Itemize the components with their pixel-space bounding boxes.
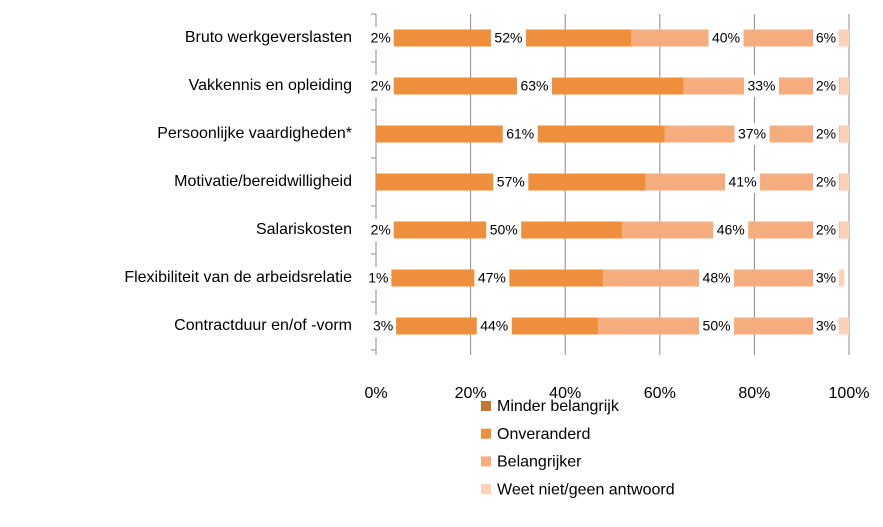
label-box [516,75,552,97]
data-label: 6% [816,30,836,46]
data-label: 50% [490,222,518,238]
label-box [490,27,526,49]
label-box [367,219,394,241]
y-tick-label: Motivatie/bereidwilligheid [174,173,352,190]
data-label: 63% [520,78,548,94]
data-label: 2% [816,222,836,238]
y-tick-label: Persoonlijke vaardigheden* [157,125,352,142]
label-box [813,171,839,193]
data-label: 2% [816,78,836,94]
label-box [734,123,770,145]
legend-label: Belangrijker [497,454,582,471]
label-box [713,219,749,241]
label-box [813,267,839,289]
legend-label: Weet niet/geen antwoord [497,481,675,498]
data-label: 3% [816,318,836,334]
bar-segment [839,173,849,191]
legend-swatch [481,484,491,495]
legend-label: Onveranderd [497,426,590,443]
bar-segment [839,77,849,95]
label-box [699,267,735,289]
data-label: 47% [478,270,506,286]
label-box [813,219,839,241]
data-label: 2% [816,174,836,190]
label-box [813,315,839,337]
data-label: 57% [497,174,525,190]
data-label: 3% [373,318,393,334]
data-label: 33% [747,78,775,94]
data-label: 2% [816,126,836,142]
data-label: 52% [494,30,522,46]
data-label: 3% [816,270,836,286]
label-box [493,171,529,193]
data-label: 1% [368,270,388,286]
x-tick-label: 0% [364,385,387,402]
data-label: 41% [729,174,757,190]
label-box [476,315,512,337]
x-tick-label: 40% [549,385,581,402]
data-label: 48% [703,270,731,286]
legend-label: Minder belangrijk [497,398,620,415]
label-box [367,75,394,97]
y-tick-label: Contractduur en/of -vorm [174,317,352,334]
bar-segment [839,125,849,143]
x-tick-label: 20% [455,385,487,402]
data-label: 2% [371,30,391,46]
label-box [813,123,839,145]
data-label: 2% [371,78,391,94]
label-box [474,267,510,289]
label-box [813,27,839,49]
legend-swatch [481,428,491,439]
label-box [743,75,779,97]
data-label: 40% [712,30,740,46]
y-tick-label: Salariskosten [256,221,352,238]
bar-segment [839,221,849,239]
label-box [699,315,735,337]
label-box [502,123,538,145]
y-tick-label: Flexibiliteit van de arbeidsrelatie [124,269,352,286]
x-tick-label: 80% [738,385,770,402]
data-label: 44% [480,318,508,334]
y-tick-label: Bruto werkgeverslasten [185,29,352,46]
data-label: 61% [506,126,534,142]
data-label: 50% [703,318,731,334]
label-box [725,171,761,193]
label-box [708,27,744,49]
label-box [367,27,394,49]
label-box [813,75,839,97]
label-box [486,219,522,241]
data-label: 2% [371,222,391,238]
y-tick-label: Vakkennis en opleiding [189,77,352,94]
data-label: 37% [738,126,766,142]
legend-swatch [481,456,491,467]
data-label: 46% [717,222,745,238]
x-tick-label: 60% [644,385,676,402]
x-tick-label: 100% [829,385,870,402]
legend-swatch [481,401,491,411]
label-box [370,315,397,337]
label-box [365,267,392,289]
